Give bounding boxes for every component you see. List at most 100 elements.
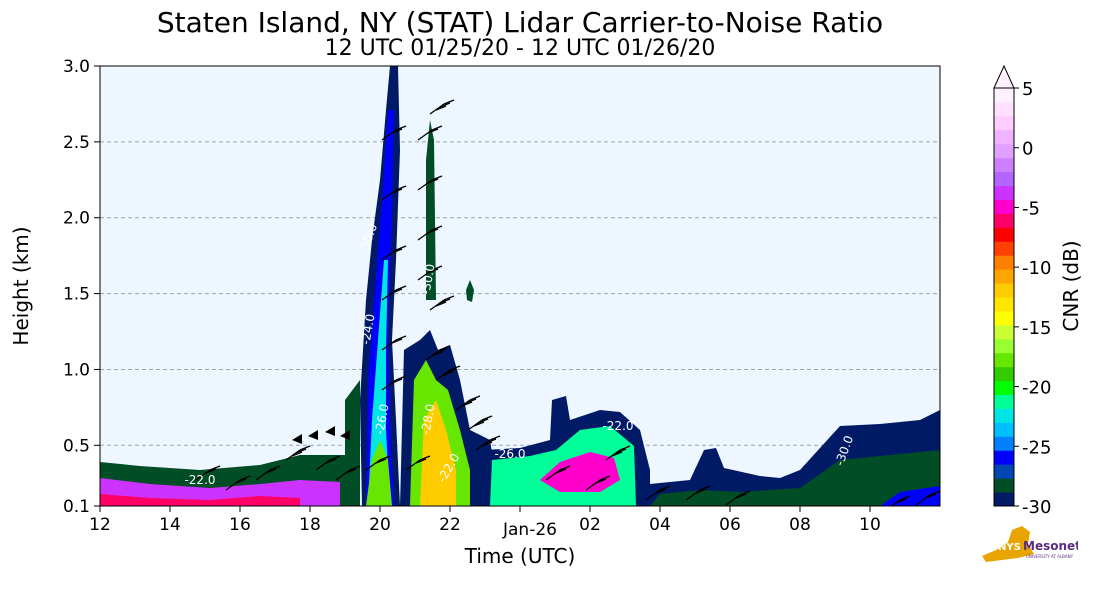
colorbar-label: CNR (dB) bbox=[1059, 240, 1083, 331]
echo-early-morning-core bbox=[650, 450, 940, 506]
colorbar-swatch-28 bbox=[994, 101, 1014, 117]
colorbar: 5 0 -5 -10 -15 -20 -25 -30 bbox=[993, 64, 1051, 518]
plot-background bbox=[100, 66, 940, 506]
gridlines bbox=[100, 141, 940, 446]
nys-mesonet-logo: NYS Mesonet UNIVERSITY AT ALBANY bbox=[978, 520, 1081, 570]
colorbar-swatch-26 bbox=[994, 129, 1014, 145]
colorbar-swatch-21 bbox=[994, 199, 1014, 214]
contour-label-5: -24.0 bbox=[358, 313, 377, 346]
wind-barb-20 bbox=[315, 455, 341, 471]
wind-barb-25 bbox=[545, 465, 571, 481]
wind-barb-9 bbox=[381, 285, 407, 301]
echo-surface-hot bbox=[100, 494, 300, 506]
wind-barb-12 bbox=[425, 345, 451, 361]
wind-barb-16 bbox=[475, 435, 501, 451]
x-tick-label-5: 22 bbox=[439, 515, 461, 535]
echo-column-core bbox=[368, 260, 390, 506]
wind-barb-15 bbox=[467, 415, 493, 431]
contour-label-8: -22.0 bbox=[602, 419, 633, 433]
colorbar-tick-label-3: -10 bbox=[1022, 258, 1051, 279]
wind-barb-30 bbox=[725, 490, 751, 506]
wind-barb-0 bbox=[429, 99, 455, 115]
y-tick-label-5: 2.5 bbox=[63, 133, 90, 153]
colorbar-swatch-20 bbox=[994, 213, 1014, 228]
wind-flag-3 bbox=[340, 430, 350, 440]
wind-barb-24 bbox=[195, 465, 221, 481]
colorbar-swatch-2 bbox=[994, 464, 1014, 479]
wind-barb-18 bbox=[365, 455, 391, 471]
y-axis: 0.1 0.5 1.0 1.5 2.0 2.5 3.0 bbox=[63, 57, 100, 517]
contour-label-7: -28.0 bbox=[418, 403, 437, 436]
y-tick-label-6: 3.0 bbox=[63, 57, 90, 77]
y-tick-label-1: 0.5 bbox=[63, 436, 90, 456]
colorbar-swatch-24 bbox=[994, 157, 1014, 173]
x-tick-label-7: 04 bbox=[649, 515, 671, 535]
y-tick-label-3: 1.5 bbox=[63, 285, 90, 305]
wind-barb-6 bbox=[381, 125, 407, 141]
colorbar-tick-label-4: -15 bbox=[1022, 318, 1051, 339]
wind-barb-26 bbox=[585, 475, 611, 491]
wind-barb-5 bbox=[417, 265, 443, 281]
wind-barb-7 bbox=[381, 185, 407, 201]
wind-barb-8 bbox=[381, 245, 407, 261]
wind-barb-14 bbox=[455, 395, 481, 411]
colorbar-swatch-22 bbox=[994, 185, 1014, 200]
colorbar-tick-label-6: -25 bbox=[1022, 437, 1051, 458]
y-tick-label-2: 1.0 bbox=[63, 360, 90, 380]
wind-barb-21 bbox=[285, 445, 311, 461]
logo-badge: NYS bbox=[998, 542, 1021, 553]
colorbar-swatch-16 bbox=[994, 269, 1014, 284]
colorbar-extend-arrow bbox=[993, 64, 1015, 89]
colorbar-swatch-19 bbox=[994, 227, 1014, 242]
wind-flag-2 bbox=[325, 426, 335, 436]
colorbar-swatch-18 bbox=[994, 241, 1014, 256]
x-date-label: Jan-26 bbox=[502, 520, 557, 540]
colorbar-tick-label-2: -5 bbox=[1022, 198, 1040, 219]
logo-text: Mesonet bbox=[1023, 539, 1078, 553]
y-tick-label-4: 2.0 bbox=[63, 209, 90, 229]
colorbar-swatch-11 bbox=[994, 338, 1014, 354]
y-tick-label-0: 0.1 bbox=[63, 497, 90, 517]
wind-barb-22 bbox=[255, 465, 281, 481]
wind-barb-1 bbox=[429, 295, 455, 311]
wind-barb-4 bbox=[417, 225, 443, 241]
wind-barb-2 bbox=[417, 125, 443, 141]
nys-mesonet-logo-graphic: NYS Mesonet UNIVERSITY AT ALBANY bbox=[982, 526, 1081, 562]
x-tick-label-0: 12 bbox=[89, 515, 111, 535]
wind-barbs bbox=[195, 99, 940, 506]
wind-barb-3 bbox=[417, 175, 443, 191]
colorbar-swatch-4 bbox=[994, 436, 1014, 451]
echo-blob-1.5km bbox=[466, 280, 474, 302]
chart-subtitle: 12 UTC 01/25/20 - 12 UTC 01/26/20 bbox=[324, 36, 716, 61]
colorbar-tick-label-7: -30 bbox=[1022, 497, 1051, 518]
colorbar-tick-label-0: 5 bbox=[1022, 79, 1033, 100]
wind-barb-13 bbox=[435, 365, 461, 381]
x-tick-label-4: 20 bbox=[369, 515, 391, 535]
echo-mid-hot bbox=[420, 400, 456, 506]
x-axis-label: Time (UTC) bbox=[464, 544, 576, 568]
wind-barb-11 bbox=[381, 375, 407, 391]
wind-barb-23 bbox=[225, 475, 251, 491]
wind-barb-31 bbox=[890, 495, 911, 506]
colorbar-swatch-0 bbox=[994, 492, 1014, 507]
colorbar-swatch-23 bbox=[994, 171, 1014, 187]
colorbar-swatch-5 bbox=[994, 422, 1014, 437]
colorbar-swatch-13 bbox=[994, 310, 1014, 326]
colorbar-swatch-29 bbox=[994, 88, 1014, 103]
colorbar-swatch-17 bbox=[994, 255, 1014, 270]
x-axis: 12 14 16 18 20 22 02 04 06 08 10 Jan-26 bbox=[89, 506, 881, 540]
colorbar-frame bbox=[993, 87, 1015, 507]
colorbar-swatch-14 bbox=[994, 297, 1014, 312]
wind-barb-28 bbox=[645, 485, 671, 501]
colorbar-swatch-8 bbox=[994, 380, 1014, 396]
x-tick-label-10: 10 bbox=[859, 515, 881, 535]
wind-barb-29 bbox=[685, 485, 711, 501]
cnr-echoes bbox=[100, 66, 940, 506]
echo-column-base bbox=[366, 440, 392, 506]
contour-label-6: -26.0 bbox=[372, 403, 391, 436]
chart-title: Staten Island, NY (STAT) Lidar Carrier-t… bbox=[156, 6, 884, 39]
logo-subtext: UNIVERSITY AT ALBANY bbox=[1026, 554, 1074, 559]
x-tick-label-6: 02 bbox=[579, 515, 601, 535]
wind-flag-1 bbox=[308, 430, 318, 440]
colorbar-swatch-10 bbox=[994, 352, 1014, 368]
